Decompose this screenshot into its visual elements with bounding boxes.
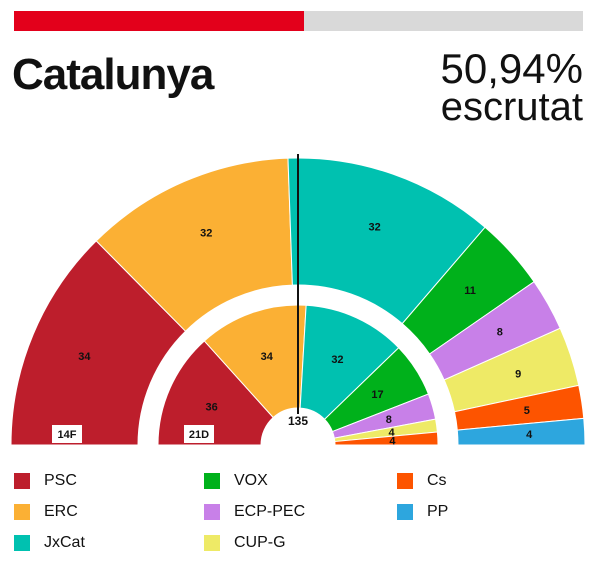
- seat-segment-psc-21d: [157, 340, 274, 446]
- legend-swatch: [14, 535, 30, 551]
- page-title: Catalunya: [12, 50, 214, 99]
- seat-segment-cs-21d: [334, 431, 439, 446]
- legend-swatch: [397, 473, 413, 489]
- scrutiny-label: escrutat: [440, 85, 583, 129]
- legend-item-vox: VOX: [204, 470, 268, 492]
- legend: PSC ERC JxCat VOX ECP-PEC CUP-G Cs PP: [14, 470, 584, 555]
- seat-segment-pp-14f: [456, 417, 586, 446]
- scrutiny-progress-fill: [14, 11, 304, 31]
- legend-label: ECP-PEC: [234, 503, 306, 520]
- seat-label-ecp-pec-14f: 8: [497, 327, 503, 339]
- seat-label-erc-14f: 32: [200, 227, 212, 239]
- legend-item-psc: PSC: [14, 470, 77, 492]
- seat-segment-jxcat-21d: [299, 304, 400, 421]
- legend-label: PP: [427, 503, 449, 520]
- scrutiny-progress-bar: [14, 11, 583, 31]
- seat-label-jxcat-21d: 32: [331, 354, 343, 366]
- legend-item-cup-g: CUP-G: [204, 532, 286, 554]
- seat-segment-erc-21d: [203, 304, 307, 419]
- seat-label-vox-21d: 17: [371, 389, 383, 401]
- seat-label-cs-21d: 4: [389, 436, 396, 448]
- total-seats-label: 135: [288, 414, 308, 428]
- seat-label-vox-14f: 11: [464, 285, 476, 297]
- seat-label-pp-14f: 4: [526, 429, 533, 441]
- legend-label: VOX: [234, 472, 268, 489]
- seat-label-erc-21d: 34: [261, 351, 274, 363]
- seat-label-jxcat-14f: 32: [369, 222, 381, 234]
- legend-swatch: [14, 504, 30, 520]
- legend-swatch: [397, 504, 413, 520]
- seat-label-cs-14f: 5: [524, 405, 530, 417]
- legend-label: ERC: [44, 503, 78, 520]
- legend-label: PSC: [44, 472, 77, 489]
- legend-swatch: [14, 473, 30, 489]
- legend-swatch: [204, 473, 220, 489]
- ring-tag-14f: 14F: [58, 429, 77, 441]
- legend-swatch: [204, 504, 220, 520]
- seat-label-ecp-pec-21d: 8: [386, 414, 392, 426]
- ring-tag-21d: 21D: [189, 429, 209, 441]
- legend-item-pp: PP: [397, 501, 448, 523]
- seat-label-cup-g-21d: 4: [389, 427, 396, 439]
- seat-label-psc-14f: 34: [78, 351, 91, 363]
- legend-item-cs: Cs: [397, 470, 447, 492]
- seat-label-cup-g-14f: 9: [515, 368, 521, 380]
- legend-label: Cs: [427, 472, 447, 489]
- scrutiny-percentage: 50,94%: [440, 45, 583, 92]
- legend-label: JxCat: [44, 534, 85, 551]
- seat-label-psc-21d: 36: [206, 402, 218, 414]
- ring-tag-bg-14f: [52, 425, 82, 443]
- legend-label: CUP-G: [234, 534, 286, 551]
- scrutiny-readout: 50,94% escrutat: [440, 45, 583, 129]
- legend-item-ecp-pec: ECP-PEC: [204, 501, 305, 523]
- ring-tag-bg-21d: [184, 425, 214, 443]
- legend-swatch: [204, 535, 220, 551]
- legend-item-erc: ERC: [14, 501, 78, 523]
- legend-item-jxcat: JxCat: [14, 532, 85, 554]
